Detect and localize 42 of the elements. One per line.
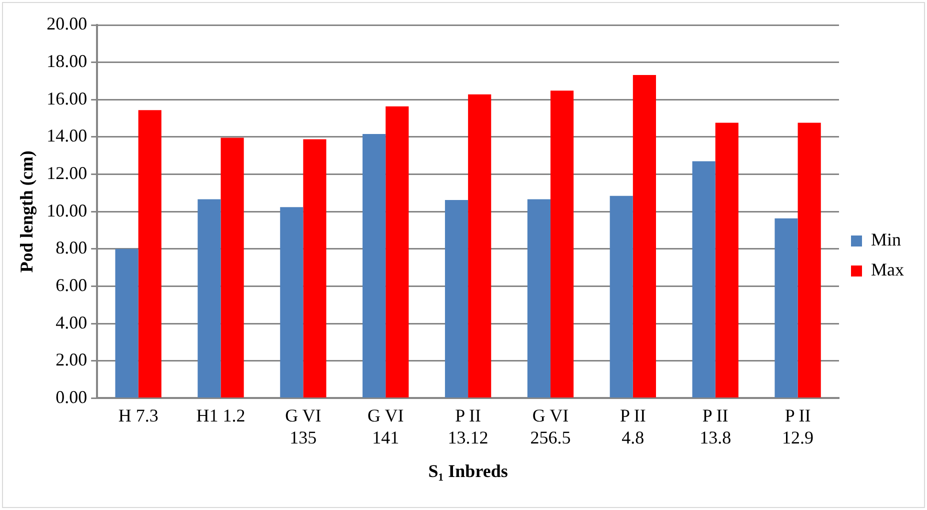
- bar: [632, 75, 656, 398]
- x-axis-title: S₁ Inbreds: [428, 460, 508, 481]
- bar: [303, 139, 326, 398]
- bar: [798, 122, 821, 398]
- x-tick-label: P II 4.8: [620, 406, 646, 448]
- bar: [550, 90, 574, 398]
- y-tick-label: 8.00: [56, 238, 88, 258]
- x-tick-label: G VI 141: [368, 406, 404, 448]
- y-tick-label: 6.00: [56, 274, 88, 295]
- x-tick-label: P II 12.9: [782, 406, 814, 448]
- y-tick-label: 14.00: [46, 126, 88, 146]
- x-tick-label: G VI 135: [285, 406, 322, 448]
- bar: [610, 196, 633, 398]
- bar: [527, 199, 550, 398]
- x-tick-label: P II 13.8: [700, 406, 732, 448]
- bar: [692, 161, 716, 398]
- x-tick-label: H 7.3: [118, 406, 158, 426]
- y-tick-label: 0.00: [56, 386, 88, 407]
- x-tick-label: P II 13.12: [448, 406, 488, 448]
- x-tick-label: H1 1.2: [196, 406, 246, 426]
- legend-label: Max: [871, 260, 904, 280]
- bar: [774, 218, 798, 398]
- bar: [386, 106, 409, 398]
- bar: [468, 94, 492, 398]
- y-tick-label: 16.00: [46, 88, 88, 108]
- bar: [444, 200, 468, 398]
- y-tick-label: 20.00: [46, 14, 88, 34]
- x-tick-label: G VI 256.5: [530, 406, 571, 448]
- y-axis-title: Pod length (cm): [16, 150, 36, 273]
- y-tick-label: 10.00: [46, 200, 88, 220]
- y-tick-label: 4.00: [56, 312, 88, 332]
- y-tick-label: 18.00: [46, 51, 88, 72]
- bar: [715, 122, 738, 398]
- bar: [280, 207, 304, 398]
- bar: [115, 248, 138, 398]
- bar: [362, 134, 386, 398]
- legend-label: Min: [871, 230, 902, 250]
- bar: [220, 138, 244, 398]
- bar: [198, 199, 221, 398]
- bar: [138, 110, 162, 398]
- y-tick-label: 2.00: [56, 350, 88, 370]
- y-tick-label: 12.00: [46, 163, 88, 184]
